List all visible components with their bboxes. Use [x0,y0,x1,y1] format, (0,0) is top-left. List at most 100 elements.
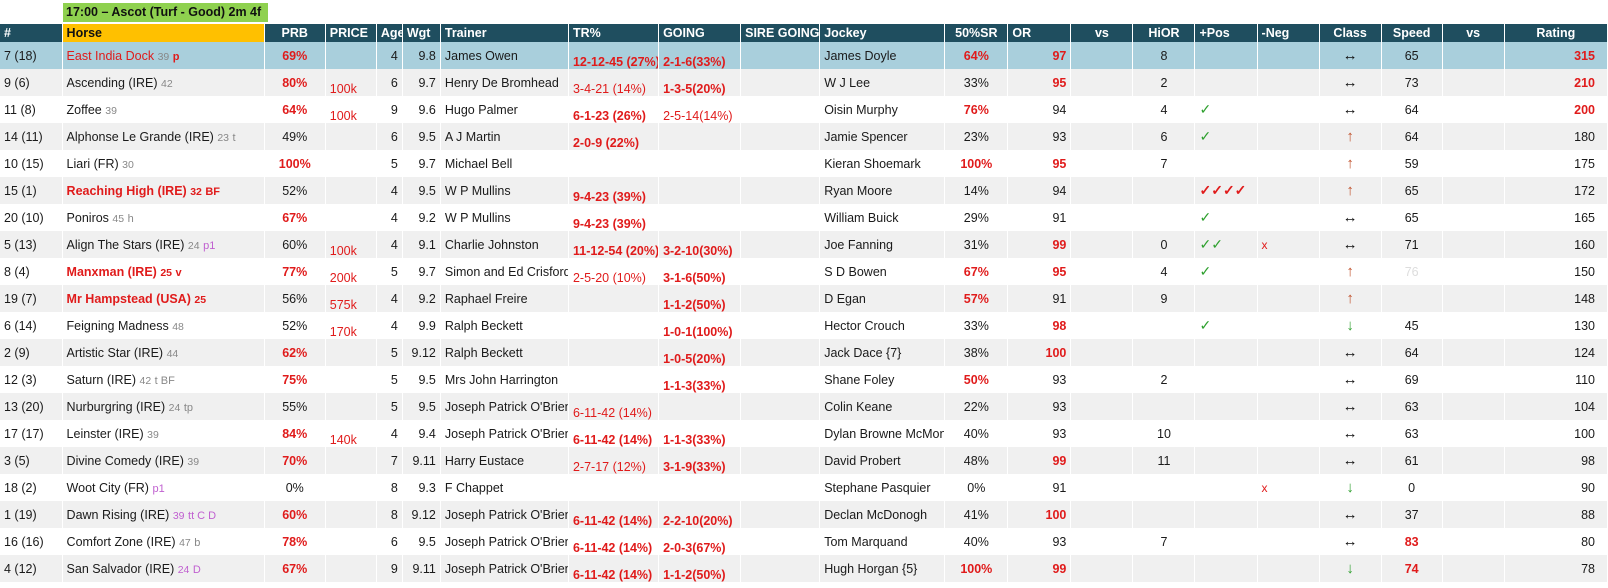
cell-num: 4 (12) [0,555,63,582]
horse-name[interactable]: San Salvador (IRE) [66,561,175,576]
cell-trainer: Joseph Patrick O'Brien [440,393,569,420]
horse-name[interactable]: Comfort Zone (IRE) [66,534,176,549]
cell-rating: 98 [1504,447,1608,474]
cell-trainer: Joseph Patrick O'Brien [440,501,569,528]
cell-horse[interactable]: Artistic Star (IRE) 44 [62,339,265,366]
cell-horse[interactable]: Feigning Madness 48 [62,312,265,339]
cell-horse[interactable]: Manxman (IRE) 25 v [62,258,265,285]
cell-horse[interactable]: Nurburgring (IRE) 24 tp [62,393,265,420]
horse-name[interactable]: Artistic Star (IRE) [66,345,164,360]
horse-name[interactable]: Manxman (IRE) [66,264,157,279]
neg-cross-icon [1257,177,1320,204]
runner-row[interactable]: 9 (6) Ascending (IRE) 42 80% 100k 6 9.7 Henry… [0,69,1608,96]
cell-going: 1-3-5(20%) [658,69,742,96]
col-hior-header[interactable]: HiOR [1132,24,1196,42]
col-rating-header[interactable]: Rating [1504,24,1608,42]
runner-row[interactable]: 12 (3) Saturn (IRE) 42 t BF 75% 5 9.5 Mrs Joh… [0,366,1608,393]
horse-name[interactable]: Divine Comedy (IRE) [66,453,184,468]
col-or-header[interactable]: OR [1007,24,1072,42]
cell-horse[interactable]: Leinster (IRE) 39 [62,420,265,447]
cell-horse[interactable]: Mr Hampstead (USA) 25 [62,285,265,312]
col-sire-going-header[interactable]: SIRE GOING [740,24,821,42]
cell-trp: 2-5-20 (10%) [568,258,660,285]
cell-horse[interactable]: Divine Comedy (IRE) 39 [62,447,265,474]
col-sr-header[interactable]: 50%SR [944,24,1009,42]
runner-row[interactable]: 5 (13) Align The Stars (IRE) 24 p1 60% 100k… [0,231,1608,258]
horse-name[interactable]: Saturn (IRE) [66,372,137,387]
runner-row[interactable]: 10 (15) Liari (FR) 30 100% 5 9.7 Michael Bel… [0,150,1608,177]
runner-row[interactable]: 14 (11) Alphonse Le Grande (IRE) 23 t 49% 6… [0,123,1608,150]
horse-name[interactable]: Nurburgring (IRE) [66,399,166,414]
col-age-header[interactable]: Age [376,24,403,42]
runner-row[interactable]: 19 (7) Mr Hampstead (USA) 25 56% 575k 4 9.2 R… [0,285,1608,312]
runner-row[interactable]: 20 (10) Poniros 45 h 67% 4 9.2 W P Mullins 9-4… [0,204,1608,231]
col-class-header[interactable]: Class [1319,24,1382,42]
cell-horse[interactable]: Saturn (IRE) 42 t BF [62,366,265,393]
horse-name[interactable]: Zoffee [66,102,102,117]
cell-horse[interactable]: Dawn Rising (IRE) 39 tt C D [62,501,265,528]
horse-name[interactable]: Alphonse Le Grande (IRE) [66,129,214,144]
runner-row[interactable]: 17 (17) Leinster (IRE) 39 84% 140k 4 9.4 Jose… [0,420,1608,447]
horse-name[interactable]: Feigning Madness [66,318,169,333]
runner-row[interactable]: 2 (9) Artistic Star (IRE) 44 62% 5 9.12 Ralp… [0,339,1608,366]
runner-row[interactable]: 1 (19) Dawn Rising (IRE) 39 tt C D 60% 8 9.1… [0,501,1608,528]
runner-row[interactable]: 18 (2) Woot City (FR) p1 0% 8 9.3 F Chappet St… [0,474,1608,501]
runner-row[interactable]: 3 (5) Divine Comedy (IRE) 39 70% 7 9.11 Harr… [0,447,1608,474]
col-pos-header[interactable]: +Pos [1194,24,1258,42]
horse-name[interactable]: Align The Stars (IRE) [66,237,185,252]
horse-name[interactable]: Woot City (FR) [66,480,149,495]
cell-horse[interactable]: Comfort Zone (IRE) 47 b [62,528,265,555]
cell-hior: 2 [1132,69,1196,96]
runner-row[interactable]: 6 (14) Feigning Madness 48 52% 170k 4 9.9 Ral… [0,312,1608,339]
cell-sire-going [740,501,821,528]
col-going-header[interactable]: GOING [658,24,742,42]
cell-jockey: David Probert [819,447,946,474]
col-trainer-header[interactable]: Trainer [440,24,569,42]
runner-row[interactable]: 11 (8) Zoffee 39 64% 100k 9 9.6 Hugo Palmer 6-… [0,96,1608,123]
horse-name[interactable]: Mr Hampstead (USA) [66,291,191,306]
runner-row[interactable]: 16 (16) Comfort Zone (IRE) 47 b 78% 6 9.5 Jos… [0,528,1608,555]
horse-tag: p1 [152,482,165,495]
cell-horse[interactable]: Ascending (IRE) 42 [62,69,265,96]
horse-name[interactable]: Leinster (IRE) [66,426,144,441]
runner-row[interactable]: 13 (20) Nurburgring (IRE) 24 tp 55% 5 9.5 Jos… [0,393,1608,420]
cell-horse[interactable]: Woot City (FR) p1 [62,474,265,501]
runner-row[interactable]: 8 (4) Manxman (IRE) 25 v 77% 200k 5 9.7 Simon … [0,258,1608,285]
horse-name[interactable]: Dawn Rising (IRE) [66,507,170,522]
runner-row[interactable]: 4 (12) San Salvador (IRE) 24 D 67% 9 9.11 Jos… [0,555,1608,582]
cell-sire-going [740,555,821,582]
horse-name[interactable]: East India Dock [66,48,155,63]
col-vs2-header[interactable]: vs [1442,24,1505,42]
col-neg-header[interactable]: -Neg [1257,24,1320,42]
cell-horse[interactable]: Liari (FR) 30 [62,150,265,177]
runner-row[interactable]: 7 (18) East India Dock 39 p 69% 4 9.8 James O… [0,42,1608,69]
cell-horse[interactable]: San Salvador (IRE) 24 D [62,555,265,582]
runner-row[interactable]: 15 (1) Reaching High (IRE) 32 BF 52% 4 9.5 W … [0,177,1608,204]
horse-days: 25 [160,266,173,279]
col-horse-header[interactable]: Horse [62,24,265,42]
horse-name[interactable]: Liari (FR) [66,156,119,171]
cell-horse[interactable]: Align The Stars (IRE) 24 p1 [62,231,265,258]
class-arrow-icon: ↔ [1319,528,1382,555]
col-wgt-header[interactable]: Wgt [402,24,441,42]
cell-horse[interactable]: Reaching High (IRE) 32 BF [62,177,265,204]
cell-wgt: 9.9 [402,312,441,339]
cell-horse[interactable]: Alphonse Le Grande (IRE) 23 t [62,123,265,150]
cell-or: 93 [1007,123,1072,150]
cell-horse[interactable]: Poniros 45 h [62,204,265,231]
col-jockey-header[interactable]: Jockey [819,24,946,42]
col-vs-header[interactable]: vs [1070,24,1134,42]
col-speed-header[interactable]: Speed [1381,24,1443,42]
cell-or: 91 [1007,474,1072,501]
col-price-header[interactable]: PRICE [325,24,377,42]
cell-prb: 60% [264,231,326,258]
col-num-header[interactable]: # [0,24,63,42]
col-trp-header[interactable]: TR% [568,24,660,42]
cell-speed: 65 [1381,204,1443,231]
cell-horse[interactable]: Zoffee 39 [62,96,265,123]
horse-name[interactable]: Reaching High (IRE) [66,183,187,198]
horse-name[interactable]: Poniros [66,210,109,225]
horse-name[interactable]: Ascending (IRE) [66,75,158,90]
cell-horse[interactable]: East India Dock 39 p [62,42,265,69]
col-prb-header[interactable]: PRB [264,24,326,42]
